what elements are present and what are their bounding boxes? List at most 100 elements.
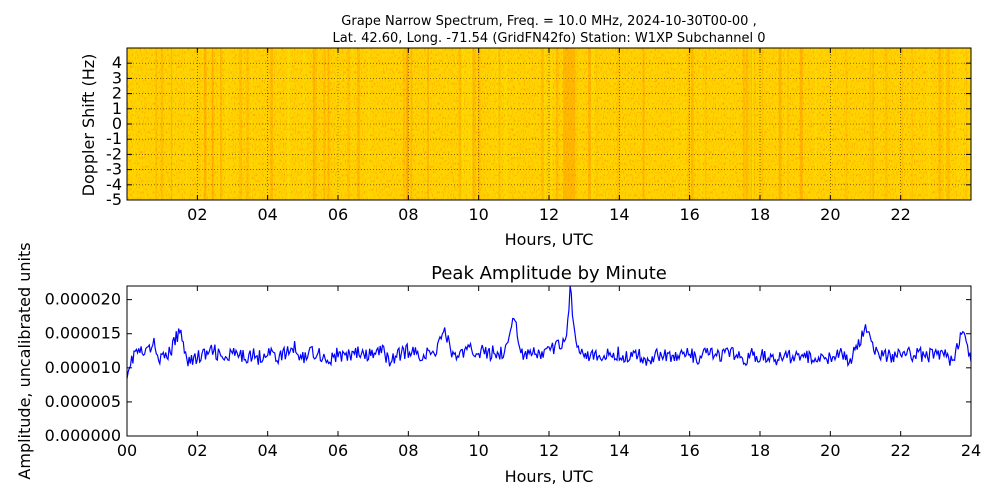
heatmap-band [576, 48, 579, 200]
heatmap-band [872, 48, 874, 200]
heatmap-band [948, 48, 950, 200]
spectrum-x-ticks: 02 04 06 08 10 12 14 16 18 20 22 [187, 48, 911, 224]
amplitude-y-tick-label: 0.000015 [45, 324, 121, 343]
heatmap-band [747, 48, 750, 200]
heatmap-band [814, 48, 817, 200]
heatmap-band [751, 48, 754, 200]
heatmap-band [328, 48, 331, 200]
heatmap-band [785, 48, 789, 200]
amplitude-title: Peak Amplitude by Minute [431, 263, 667, 284]
heatmap-band [155, 48, 158, 200]
amplitude-y-ticks: 0.000000 0.000005 0.000010 0.000015 0.000020 [45, 290, 971, 445]
spectrum-x-tick-label: 22 [890, 205, 910, 224]
spectrum-heatmap [127, 48, 971, 200]
spectrum-x-tick-label: 18 [750, 205, 770, 224]
heatmap-band [938, 48, 941, 200]
heatmap-band [172, 48, 175, 200]
amplitude-x-tick-label: 00 [117, 441, 137, 460]
heatmap-band [315, 48, 317, 200]
amplitude-x-tick-label: 16 [679, 441, 699, 460]
heatmap-band [941, 48, 944, 200]
heatmap-band [681, 48, 683, 200]
heatmap-band [675, 48, 677, 200]
spectrum-y-tick-label: 1 [112, 99, 122, 118]
heatmap-band [745, 48, 748, 200]
heatmap-band [170, 48, 173, 200]
heatmap-band [467, 48, 471, 200]
heatmap-band [327, 48, 329, 200]
heatmap-band [228, 48, 232, 200]
spectrum-x-tick-label: 12 [539, 205, 559, 224]
heatmap-band [133, 48, 135, 200]
heatmap-band [541, 48, 545, 200]
heatmap-band [556, 48, 559, 200]
amplitude-x-tick-label: 20 [820, 441, 840, 460]
amplitude-x-tick-label: 02 [187, 441, 207, 460]
spectrum-x-tick-label: 08 [398, 205, 418, 224]
heatmap-band [239, 48, 243, 200]
heatmap-band [312, 48, 315, 200]
heatmap-band [347, 48, 350, 200]
spectrum-y-label: Doppler Shift (Hz) [79, 54, 98, 197]
amplitude-x-tick-label: 08 [398, 441, 418, 460]
heatmap-band [473, 48, 477, 200]
spectrum-x-tick-label: 02 [187, 205, 207, 224]
heatmap-band [357, 48, 360, 200]
heatmap-band [687, 48, 690, 200]
heatmap-band [576, 48, 579, 200]
heatmap-band [705, 48, 707, 200]
spectrum-title-line2: Lat. 42.60, Long. -71.54 (GridFN42fo) St… [333, 31, 766, 46]
spectrum-x-tick-label: 10 [468, 205, 488, 224]
heatmap-band [911, 48, 913, 200]
spectrum-y-tick-label: 0 [112, 114, 122, 133]
heatmap-band [402, 48, 406, 200]
heatmap-band [270, 48, 273, 200]
heatmap-band [786, 48, 789, 200]
amplitude-x-label: Hours, UTC [505, 467, 594, 486]
heatmap-band [462, 48, 464, 200]
heatmap-band [428, 48, 431, 200]
heatmap-band [777, 48, 780, 200]
heatmap-band [312, 48, 315, 200]
heatmap-band [477, 48, 481, 200]
heatmap-band [351, 48, 354, 200]
heatmap-band [219, 48, 222, 200]
amplitude-x-tick-label: 22 [890, 441, 910, 460]
amplitude-x-tick-label: 04 [257, 441, 277, 460]
spectrum-y-tick-label: -1 [106, 129, 122, 148]
heatmap-band [748, 48, 752, 200]
amplitude-y-tick-label: 0.000005 [45, 392, 121, 411]
heatmap-band [751, 48, 753, 200]
spectrum-x-label: Hours, UTC [505, 230, 594, 249]
amplitude-x-tick-label: 14 [609, 441, 629, 460]
heatmap-band [752, 48, 755, 200]
heatmap-band [942, 48, 946, 200]
spectrum-title-line1: Grape Narrow Spectrum, Freq. = 10.0 MHz,… [341, 14, 756, 29]
heatmap-band [323, 48, 326, 200]
heatmap-band [960, 48, 963, 200]
heatmap-band [682, 48, 685, 200]
heatmap-band [744, 48, 747, 200]
amplitude-x-tick-label: 10 [468, 441, 488, 460]
spectrum-y-tick-label: -2 [106, 144, 122, 163]
heatmap-band [303, 48, 306, 200]
heatmap-band [154, 48, 157, 200]
heatmap-band [761, 48, 763, 200]
heatmap-band [596, 48, 599, 200]
amplitude-y-label: Amplitude, uncalibrated units [15, 242, 34, 479]
amplitude-x-ticks: 00 02 04 06 08 10 12 14 16 18 20 22 24 [117, 286, 981, 460]
heatmap-band [642, 48, 645, 200]
heatmap-band [472, 48, 474, 200]
heatmap-band [700, 48, 702, 200]
heatmap-band [220, 48, 223, 200]
spectrum-x-tick-label: 14 [609, 205, 629, 224]
heatmap-band [491, 48, 494, 200]
heatmap-band [246, 48, 249, 200]
heatmap-band [946, 48, 950, 200]
spectrum-y-tick-label: -3 [106, 160, 122, 179]
heatmap-band [869, 48, 872, 200]
heatmap-band [884, 48, 888, 200]
heatmap-band [160, 48, 164, 200]
heatmap-band [579, 48, 581, 200]
heatmap-band [211, 48, 215, 200]
